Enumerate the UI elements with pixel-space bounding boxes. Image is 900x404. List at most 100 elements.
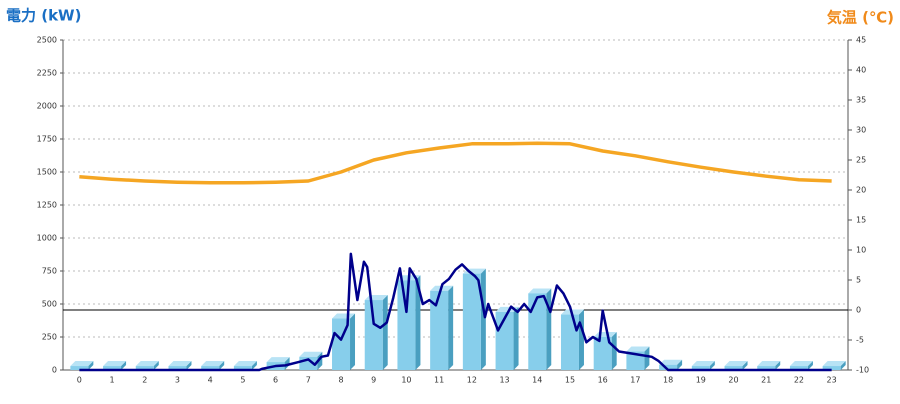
y-tick-label: 1750: [37, 135, 57, 144]
bar-side: [219, 361, 225, 370]
x-tick-label: 1: [110, 376, 115, 385]
y2-axis-title: 気温 (℃): [827, 9, 894, 27]
y-axis-title: 電力 (kW): [6, 7, 81, 25]
y-tick-label: 2250: [37, 69, 57, 78]
bar: [168, 366, 187, 370]
y2-tick-label: 30: [856, 126, 866, 135]
bar-side: [415, 275, 421, 370]
bar-side: [807, 361, 813, 370]
bar-side: [382, 295, 388, 370]
x-tick-label: 22: [794, 376, 804, 385]
bar-top: [233, 361, 257, 367]
bar: [724, 366, 743, 370]
bar-top: [724, 361, 748, 367]
x-tick-label: 16: [598, 376, 608, 385]
x-tick-label: 0: [77, 376, 82, 385]
y-tick-label: 500: [42, 300, 57, 309]
bar-top: [103, 361, 127, 367]
bar-side: [578, 309, 584, 370]
x-tick-label: 17: [630, 376, 640, 385]
x-tick-label: 23: [827, 376, 837, 385]
bar-top: [822, 361, 846, 367]
x-tick-label: 19: [696, 376, 706, 385]
x-tick-label: 2: [142, 376, 147, 385]
bar-side: [448, 285, 454, 370]
x-tick-label: 10: [401, 376, 411, 385]
y2-tick-label: 15: [856, 216, 866, 225]
bar-side: [775, 361, 781, 370]
y2-tick-label: 45: [856, 36, 866, 45]
bar: [103, 366, 122, 370]
bar-side: [350, 313, 356, 370]
bar: [70, 366, 89, 370]
x-tick-label: 8: [338, 376, 343, 385]
y-tick-label: 1250: [37, 201, 57, 210]
bar-side: [251, 361, 257, 370]
bar: [233, 366, 252, 370]
bar-side: [513, 306, 519, 370]
x-tick-label: 4: [208, 376, 213, 385]
bar-side: [840, 361, 846, 370]
bar-side: [709, 361, 715, 370]
bar-side: [186, 361, 192, 370]
x-tick-label: 7: [306, 376, 311, 385]
y-tick-label: 2500: [37, 36, 57, 45]
x-tick-label: 5: [240, 376, 245, 385]
bar: [397, 280, 416, 370]
bar-top: [168, 361, 192, 367]
bar: [201, 366, 220, 370]
x-tick-label: 3: [175, 376, 180, 385]
bar-side: [121, 361, 127, 370]
bar-top: [789, 361, 813, 367]
x-tick-label: 18: [663, 376, 673, 385]
bar: [691, 366, 710, 370]
bar: [593, 337, 612, 370]
bar-side: [611, 332, 617, 370]
bar-top: [70, 361, 94, 367]
y-tick-label: 2000: [37, 102, 57, 111]
bar-side: [88, 361, 94, 370]
x-tick-label: 12: [467, 376, 477, 385]
x-tick-label: 21: [761, 376, 771, 385]
bar-top: [659, 359, 683, 365]
x-tick-label: 6: [273, 376, 278, 385]
bar-top: [266, 357, 290, 363]
bar-top: [626, 346, 650, 352]
x-tick-label: 13: [499, 376, 509, 385]
y2-tick-label: -10: [856, 366, 869, 375]
bar: [135, 366, 154, 370]
bar: [757, 366, 776, 370]
bar: [430, 290, 449, 370]
y2-tick-label: 40: [856, 66, 866, 75]
bar: [528, 293, 547, 370]
bar: [659, 364, 678, 370]
bar-side: [742, 361, 748, 370]
y-tick-label: 250: [42, 333, 57, 342]
bar: [364, 300, 383, 370]
y-tick-label: 1000: [37, 234, 57, 243]
x-tick-label: 9: [371, 376, 376, 385]
y-tick-label: 1500: [37, 168, 57, 177]
x-tick-label: 11: [434, 376, 444, 385]
x-tick-label: 20: [728, 376, 738, 385]
y2-tick-label: 5: [856, 276, 861, 285]
bar-top: [299, 351, 323, 357]
y2-tick-label: -5: [856, 336, 864, 345]
bar-side: [284, 357, 290, 370]
y-tick-label: 750: [42, 267, 57, 276]
bar: [560, 314, 579, 370]
temperature-line: [79, 141, 832, 185]
bar-side: [677, 359, 683, 370]
y-tick-label: 0: [52, 366, 57, 375]
y2-tick-label: 0: [856, 306, 861, 315]
y2-tick-label: 10: [856, 246, 866, 255]
bar-top: [691, 361, 715, 367]
bar-top: [135, 361, 159, 367]
bar: [822, 366, 841, 370]
x-tick-label: 15: [565, 376, 575, 385]
x-tick-label: 14: [532, 376, 542, 385]
bar: [462, 273, 481, 370]
bar-top: [201, 361, 225, 367]
y2-tick-label: 25: [856, 156, 866, 165]
